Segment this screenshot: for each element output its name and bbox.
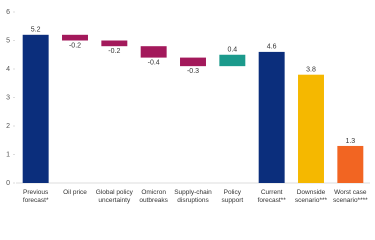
value-label: -0.2 bbox=[108, 48, 120, 55]
bar bbox=[337, 145, 364, 183]
value-label: -0.4 bbox=[148, 59, 160, 66]
x-tick-label: Omicron outbreaks bbox=[139, 189, 168, 204]
bar bbox=[62, 34, 88, 41]
x-tick-label: Supply-chain disruptions bbox=[174, 189, 212, 204]
value-label: 0.4 bbox=[227, 47, 237, 54]
y-tick-label: 1 bbox=[6, 151, 10, 158]
y-tick-label: 2 bbox=[6, 123, 10, 130]
x-tick-label: Previous forecast* bbox=[22, 189, 49, 204]
x-tick-label: Worst case scenario**** bbox=[332, 189, 368, 204]
value-label: 5.2 bbox=[31, 27, 41, 34]
value-label: 3.8 bbox=[306, 67, 316, 74]
y-tick-label: 5 bbox=[6, 37, 10, 44]
value-label: 1.3 bbox=[345, 138, 355, 145]
y-tick-label: 3 bbox=[6, 94, 10, 101]
bar bbox=[22, 34, 49, 183]
value-label: -0.3 bbox=[187, 68, 199, 75]
bar bbox=[298, 74, 324, 183]
x-tick-label: Oil price bbox=[63, 189, 87, 196]
y-tick-label: 6 bbox=[6, 9, 10, 16]
value-label: 4.6 bbox=[267, 44, 277, 51]
bar bbox=[258, 51, 285, 184]
bar bbox=[140, 46, 167, 58]
value-label: -0.2 bbox=[69, 42, 81, 49]
x-tick-label: Downside scenario*** bbox=[294, 189, 328, 204]
bar bbox=[180, 57, 206, 67]
chart: 0 1 2 3 4 5 6 5.2 -0.2 -0.2 -0.4 -0.3 0.4 4.6 3.8 1.3 P… bbox=[6, 9, 370, 204]
y-tick-label: 4 bbox=[6, 66, 10, 73]
x-tick-label: Policy support bbox=[221, 189, 244, 204]
chart-canvas: 0 1 2 3 4 5 6 5.2 -0.2 -0.2 -0.4 -0.3 0.4 4.6 3.8 1.3 bbox=[6, 9, 370, 187]
bar bbox=[101, 40, 128, 47]
x-tick-label: Global policy uncertainty bbox=[95, 189, 133, 204]
bar bbox=[219, 54, 246, 67]
x-tick-label: Current forecast** bbox=[257, 189, 286, 204]
y-tick-label: 0 bbox=[6, 180, 10, 187]
